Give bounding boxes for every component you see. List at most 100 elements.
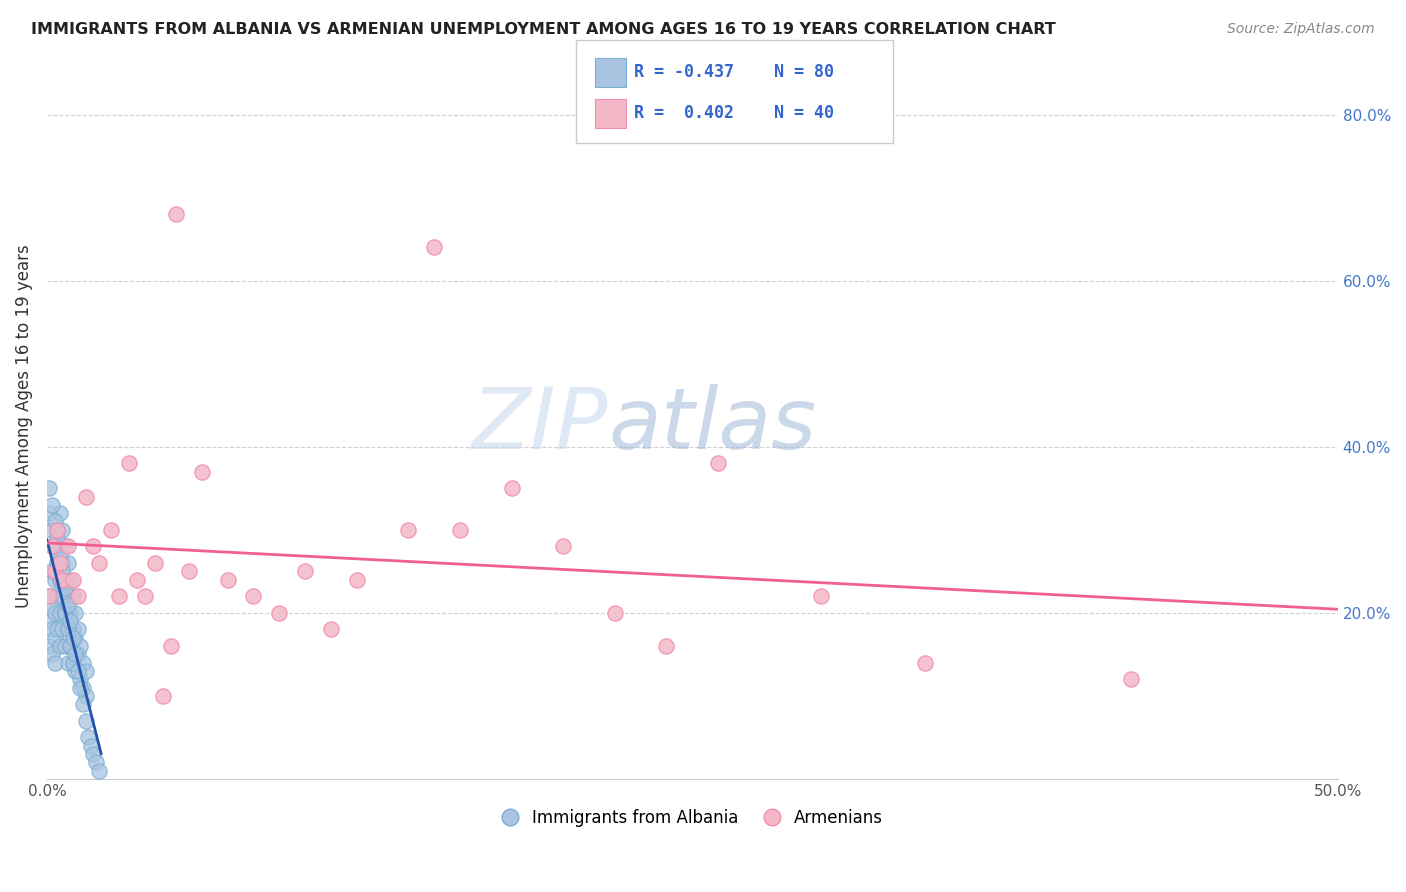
Point: [80, 739, 103, 753]
Point: [53, 639, 76, 653]
Point: [51, 523, 73, 537]
Point: [62, 656, 84, 670]
Point: [44, 540, 66, 554]
Point: [51, 556, 73, 570]
Point: [62, 589, 84, 603]
Point: [603, 606, 626, 620]
Point: [56, 623, 79, 637]
Point: [44, 631, 66, 645]
Point: [177, 564, 200, 578]
Point: [72, 656, 94, 670]
Point: [38, 481, 60, 495]
Point: [56, 589, 79, 603]
Point: [56, 556, 79, 570]
Point: [38, 639, 60, 653]
Point: [53, 540, 76, 554]
Point: [84, 756, 107, 770]
Point: [242, 589, 264, 603]
Point: [44, 564, 66, 578]
Text: Source: ZipAtlas.com: Source: ZipAtlas.com: [1227, 22, 1375, 37]
Point: [49, 573, 72, 587]
Point: [49, 548, 72, 562]
Point: [53, 606, 76, 620]
Point: [44, 540, 66, 554]
Point: [41, 598, 63, 612]
Point: [46, 556, 69, 570]
Point: [59, 614, 82, 628]
Point: [62, 631, 84, 645]
Point: [56, 540, 79, 554]
Point: [46, 589, 69, 603]
Point: [38, 589, 60, 603]
Point: [69, 681, 91, 695]
Point: [65, 631, 87, 645]
Point: [49, 540, 72, 554]
Point: [143, 556, 166, 570]
Point: [449, 523, 471, 537]
Point: [49, 556, 72, 570]
Point: [100, 523, 122, 537]
Point: [41, 648, 63, 662]
Point: [46, 556, 69, 570]
Point: [134, 589, 156, 603]
Point: [53, 573, 76, 587]
Point: [1119, 672, 1142, 686]
Point: [41, 523, 63, 537]
Point: [553, 540, 575, 554]
Point: [118, 456, 141, 470]
Point: [46, 623, 69, 637]
Point: [72, 697, 94, 711]
Point: [75, 689, 97, 703]
Point: [72, 681, 94, 695]
Point: [44, 656, 66, 670]
Point: [82, 540, 104, 554]
Point: [87, 764, 110, 778]
Point: [294, 564, 316, 578]
Point: [51, 589, 73, 603]
Point: [66, 648, 89, 662]
Point: [49, 506, 72, 520]
Point: [46, 531, 69, 545]
Point: [59, 573, 82, 587]
Point: [914, 656, 936, 670]
Point: [59, 606, 82, 620]
Point: [69, 639, 91, 653]
Point: [46, 523, 69, 537]
Point: [127, 573, 149, 587]
Point: [319, 623, 342, 637]
Point: [217, 573, 239, 587]
Point: [108, 589, 131, 603]
Point: [56, 656, 79, 670]
Point: [191, 465, 214, 479]
Point: [41, 498, 63, 512]
Point: [69, 672, 91, 686]
Point: [62, 573, 84, 587]
Point: [66, 589, 89, 603]
Point: [41, 540, 63, 554]
Text: ZIP: ZIP: [472, 384, 609, 467]
Point: [53, 581, 76, 595]
Point: [49, 639, 72, 653]
Point: [269, 606, 291, 620]
Point: [159, 639, 181, 653]
Point: [51, 623, 73, 637]
Point: [707, 456, 730, 470]
Point: [56, 623, 79, 637]
Y-axis label: Unemployment Among Ages 16 to 19 years: Unemployment Among Ages 16 to 19 years: [15, 244, 32, 607]
Text: atlas: atlas: [609, 384, 817, 467]
Point: [66, 664, 89, 678]
Point: [51, 589, 73, 603]
Point: [82, 747, 104, 761]
Point: [87, 556, 110, 570]
Point: [655, 639, 678, 653]
Point: [396, 523, 419, 537]
Point: [66, 623, 89, 637]
Point: [38, 614, 60, 628]
Point: [49, 573, 72, 587]
Point: [51, 564, 73, 578]
Point: [423, 240, 446, 254]
Text: R = -0.437    N = 80: R = -0.437 N = 80: [634, 63, 834, 81]
Point: [65, 664, 87, 678]
Point: [62, 623, 84, 637]
Point: [165, 207, 187, 221]
